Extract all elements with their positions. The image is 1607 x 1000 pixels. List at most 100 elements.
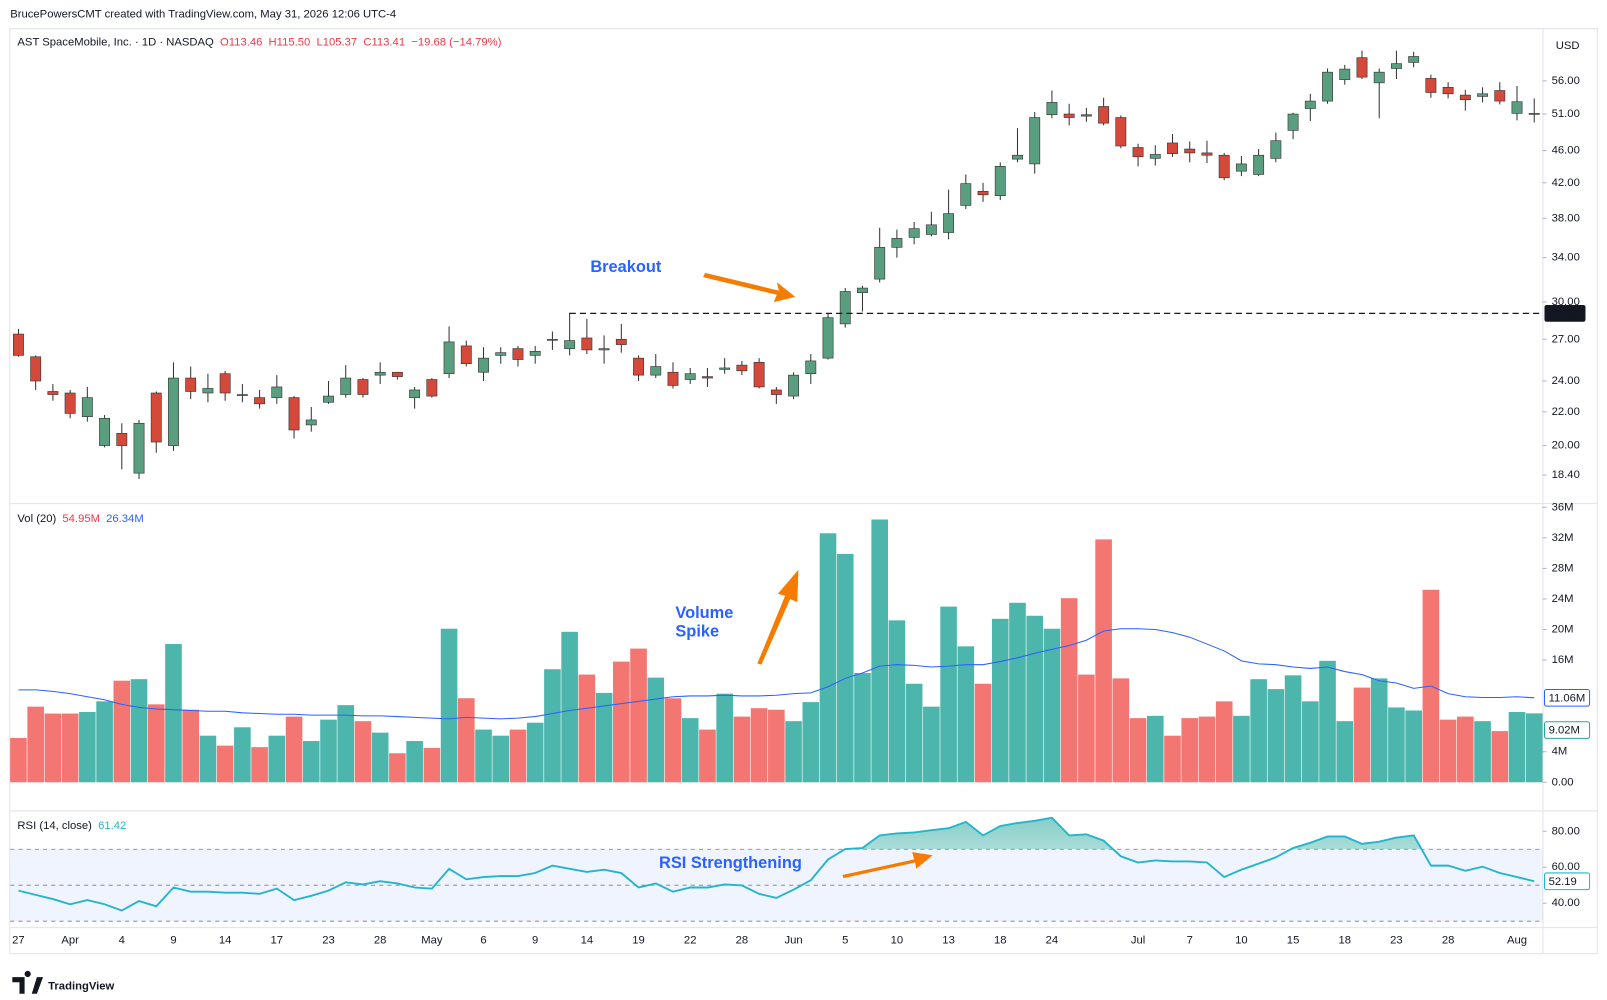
y-tick-label: 60.00 <box>1552 861 1580 873</box>
x-tick-label: 14 <box>581 935 594 947</box>
volume-bar <box>251 747 268 783</box>
volume-bar <box>165 644 182 783</box>
candle-body <box>374 371 386 376</box>
x-tick-label: 4 <box>119 935 125 947</box>
volume-bar <box>475 729 492 783</box>
candle-body <box>81 397 93 417</box>
candle-body <box>1012 154 1023 160</box>
candle-body <box>1098 106 1110 124</box>
candle-body <box>1253 154 1265 175</box>
candle-body <box>305 419 317 426</box>
rsi-background <box>10 848 1543 922</box>
volume-bar <box>1491 731 1509 783</box>
volume-bar <box>96 701 113 783</box>
candle-body <box>857 287 868 293</box>
volume-bar <box>234 727 251 783</box>
y-tick-label: 20.00 <box>1552 440 1580 452</box>
volume-bar <box>1302 701 1319 783</box>
volume-bar <box>44 713 62 783</box>
volume-bar <box>27 706 44 783</box>
candle-body <box>1373 71 1385 84</box>
volume-bar <box>406 741 423 783</box>
candle-body <box>1408 56 1420 63</box>
candle-body <box>409 389 421 398</box>
x-tick-label: 28 <box>736 935 749 947</box>
y-tick-label: 40.00 <box>1552 897 1580 909</box>
x-tick-label: May <box>421 935 443 947</box>
candle-body <box>323 395 334 403</box>
volume-bar <box>1129 718 1147 783</box>
x-tick-label: 23 <box>1390 935 1403 947</box>
volume-bar <box>768 709 785 783</box>
candle-body <box>1167 142 1178 154</box>
y-tick-label: 0.00 <box>1552 776 1574 788</box>
x-tick-label: 5 <box>842 935 848 947</box>
y-tick-label: 36M <box>1552 501 1574 513</box>
volume-bar <box>320 719 337 783</box>
volume-bar <box>457 698 475 783</box>
volume-bar <box>595 692 613 783</box>
volume-bar <box>785 721 802 783</box>
volume-bar <box>10 737 27 783</box>
volume-bar <box>216 745 234 783</box>
value-label: 11.06M <box>1549 692 1586 704</box>
symbol: AST SpaceMobile, Inc. · 1D · NASDAQ <box>17 37 214 49</box>
volume-bar <box>1370 678 1388 783</box>
candle-body <box>391 371 403 377</box>
volume-bar <box>647 677 665 783</box>
y-tick-label: 22.00 <box>1552 406 1580 418</box>
pane-title: Vol (20) 54.95M 26.34M <box>17 513 143 525</box>
volume-bar <box>991 618 1009 783</box>
candle-body <box>1339 68 1351 80</box>
candle-body <box>1184 148 1196 154</box>
candle-body <box>1063 113 1075 118</box>
volume-bar <box>1060 598 1078 783</box>
candle-body <box>702 376 713 379</box>
candle-body <box>1391 63 1402 69</box>
annotation-arrow <box>757 569 799 665</box>
candle-body <box>1149 154 1161 159</box>
volume-bar <box>630 648 647 783</box>
annotation: Volume <box>675 603 733 622</box>
candle-body <box>822 317 834 359</box>
ohlc-close: C113.41 <box>363 37 405 49</box>
candle-body <box>1029 117 1041 165</box>
rsi-title: RSI (14, close) <box>17 820 92 832</box>
y-tick-label: 30.00 <box>1552 296 1580 308</box>
volume-bar <box>888 620 906 783</box>
value-box <box>1543 872 1591 891</box>
volume-bar <box>1026 615 1044 783</box>
volume-bar <box>613 661 630 783</box>
volume-bar <box>871 519 888 783</box>
credit: BrucePowersCMT created with TradingView.… <box>10 9 396 21</box>
volume-title: Vol (20) <box>17 513 56 525</box>
level-box <box>1544 305 1586 322</box>
x-tick-label: 22 <box>684 935 697 947</box>
volume-bar <box>1508 712 1526 783</box>
annotation: RSI Strengthening <box>659 853 802 872</box>
volume-bar <box>1336 721 1354 783</box>
candle-body <box>1494 90 1506 102</box>
y-tick-label: 38.00 <box>1552 212 1580 224</box>
candle-body <box>1218 154 1230 179</box>
volume-bar <box>302 741 320 783</box>
y-tick-label: 42.00 <box>1552 177 1580 189</box>
candle-body <box>1511 101 1523 114</box>
volume-header-value: 54.95M <box>62 513 100 525</box>
candle-body <box>168 377 179 446</box>
x-tick-label: 7 <box>1187 935 1193 947</box>
candle-body <box>874 247 886 280</box>
volume-bar <box>957 646 975 783</box>
volume-bar <box>1405 710 1422 783</box>
candle-body <box>943 213 955 233</box>
x-tick-label: 19 <box>632 935 645 947</box>
candle-body <box>1528 113 1540 115</box>
candle-body <box>977 191 989 196</box>
volume-bar <box>130 679 148 783</box>
pane-title: RSI (14, close) 61.42 <box>17 820 126 832</box>
x-tick-label: 9 <box>532 935 538 947</box>
candle-body <box>150 392 162 443</box>
candle-body <box>116 433 128 446</box>
